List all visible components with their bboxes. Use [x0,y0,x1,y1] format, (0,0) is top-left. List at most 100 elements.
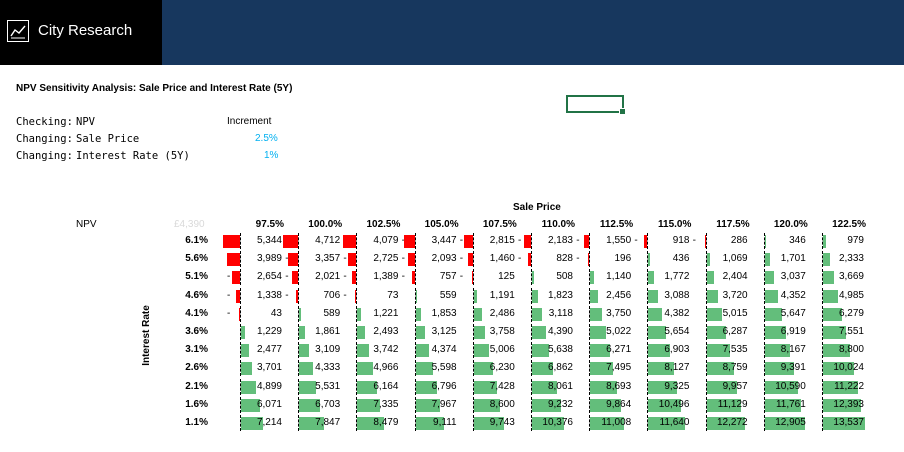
table-cell[interactable]: - 73 [342,287,400,304]
table-cell[interactable]: 1,140 [575,269,633,286]
table-cell[interactable]: 436 [633,251,691,268]
table-cell[interactable]: 2,404 [692,269,750,286]
table-cell[interactable]: 3,125 [401,324,459,340]
table-cell[interactable]: 6,271 [575,342,633,359]
table-cell[interactable]: 6,796 [401,378,459,395]
table-cell[interactable]: 7,967 [401,396,459,413]
fill-handle[interactable] [619,108,626,115]
table-cell[interactable]: - 1,460 [459,251,517,268]
table-cell[interactable]: 12,393 [808,396,866,413]
table-cell[interactable]: 1,701 [750,251,808,268]
table-cell[interactable]: 8,479 [342,415,400,431]
table-cell[interactable]: 4,333 [284,360,342,377]
table-cell[interactable]: - 2,654 [226,269,284,286]
table-cell[interactable]: 5,647 [750,305,808,322]
table-cell[interactable]: 1,191 [459,287,517,304]
table-cell[interactable]: -5,344 [223,233,284,249]
table-cell[interactable]: 6,703 [284,396,342,413]
table-cell[interactable]: 4,374 [401,342,459,359]
table-cell[interactable]: 1,861 [284,324,342,340]
table-cell[interactable]: 8,167 [750,342,808,359]
table-cell[interactable]: 3,037 [750,269,808,286]
table-cell[interactable]: 2,333 [808,251,866,268]
table-cell[interactable]: 3,669 [808,269,866,286]
table-cell[interactable]: 9,957 [692,378,750,395]
table-cell[interactable]: 11,129 [692,396,750,413]
table-cell[interactable]: 2,486 [459,305,517,322]
table-cell[interactable]: 6,903 [633,342,691,359]
table-cell[interactable]: 1,221 [342,305,400,322]
table-cell[interactable]: 7,335 [342,396,400,413]
table-cell[interactable]: 6,919 [750,324,808,340]
table-cell[interactable]: 9,325 [633,378,691,395]
table-cell[interactable]: - 286 [692,233,750,249]
table-cell[interactable]: 1,772 [633,269,691,286]
table-cell[interactable]: 8,061 [517,378,575,395]
table-cell[interactable]: 10,376 [517,415,575,431]
table-cell[interactable]: 9,111 [401,415,459,431]
table-cell[interactable]: 5,022 [575,324,633,340]
table-cell[interactable]: 12,272 [692,415,750,431]
table-cell[interactable]: -4,079 [342,233,400,249]
table-cell[interactable]: - 918 [633,233,691,249]
table-cell[interactable]: 7,214 [226,415,284,431]
table-cell[interactable]: 8,759 [692,360,750,377]
table-cell[interactable]: 7,428 [459,378,517,395]
table-cell[interactable]: 5,531 [284,378,342,395]
table-cell[interactable]: 346 [750,233,808,249]
table-cell[interactable]: 4,966 [342,360,400,377]
table-cell[interactable]: 508 [517,269,575,286]
meta-changing1-increment[interactable]: 2.5% [255,133,278,144]
table-cell[interactable]: 5,654 [633,324,691,340]
table-cell[interactable]: 2,456 [575,287,633,304]
table-cell[interactable]: - 2,183 [517,233,575,249]
table-cell[interactable]: 1,229 [226,324,284,340]
table-cell[interactable]: 5,015 [692,305,750,322]
table-cell[interactable]: -4,712 [283,233,342,249]
npv-base-value[interactable]: £4,390 [174,219,205,230]
table-cell[interactable]: 9,864 [575,396,633,413]
table-cell[interactable]: 3,088 [633,287,691,304]
table-cell[interactable]: 559 [401,287,459,304]
table-cell[interactable]: 979 [808,233,866,249]
table-cell[interactable]: - 196 [575,251,633,268]
table-cell[interactable]: - 2,021 [284,269,342,286]
table-cell[interactable]: - 2,093 [401,251,459,268]
table-cell[interactable]: - 3,357 [284,251,342,268]
table-cell[interactable]: 6,862 [517,360,575,377]
table-cell[interactable]: 3,758 [459,324,517,340]
table-cell[interactable]: - 2,815 [459,233,517,249]
table-cell[interactable]: 7,847 [284,415,342,431]
table-cell[interactable]: 8,127 [633,360,691,377]
table-cell[interactable]: 1,823 [517,287,575,304]
table-cell[interactable]: 3,750 [575,305,633,322]
table-cell[interactable]: 11,640 [633,415,691,431]
table-cell[interactable]: - 1,338 [226,287,284,304]
table-cell[interactable]: -3,989 [226,251,284,268]
table-cell[interactable]: 6,071 [226,396,284,413]
table-cell[interactable]: 5,598 [401,360,459,377]
table-cell[interactable]: 589 [284,305,342,322]
table-cell[interactable]: 7,551 [808,324,866,340]
table-cell[interactable]: 3,109 [284,342,342,359]
table-cell[interactable]: 2,477 [226,342,284,359]
table-cell[interactable]: 3,720 [692,287,750,304]
table-cell[interactable]: 7,495 [575,360,633,377]
table-cell[interactable]: 10,590 [750,378,808,395]
table-cell[interactable]: 13,537 [808,415,866,431]
table-cell[interactable]: - 757 [401,269,459,286]
table-cell[interactable]: 11,008 [575,415,633,431]
table-cell[interactable]: 6,230 [459,360,517,377]
table-cell[interactable]: 4,899 [226,378,284,395]
table-cell[interactable]: 8,800 [808,342,866,359]
table-cell[interactable]: - 1,389 [342,269,400,286]
table-cell[interactable]: 6,279 [808,305,866,322]
table-cell[interactable]: 6,164 [342,378,400,395]
table-cell[interactable]: 10,024 [808,360,866,377]
table-cell[interactable]: 4,382 [633,305,691,322]
table-cell[interactable]: 8,600 [459,396,517,413]
table-cell[interactable]: 5,006 [459,342,517,359]
meta-changing2-increment[interactable]: 1% [264,150,279,161]
table-cell[interactable]: - 43 [226,305,284,322]
table-cell[interactable]: 4,352 [750,287,808,304]
